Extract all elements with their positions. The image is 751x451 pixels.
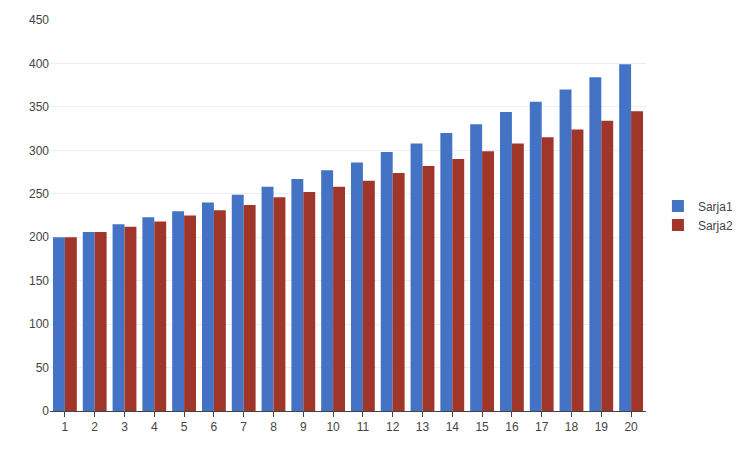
svg-text:12: 12 bbox=[386, 420, 400, 434]
svg-text:16: 16 bbox=[505, 420, 519, 434]
svg-text:400: 400 bbox=[29, 57, 49, 71]
svg-text:15: 15 bbox=[475, 420, 489, 434]
svg-text:18: 18 bbox=[565, 420, 579, 434]
svg-text:6: 6 bbox=[211, 420, 218, 434]
svg-text:20: 20 bbox=[624, 420, 638, 434]
svg-text:350: 350 bbox=[29, 100, 49, 114]
svg-text:0: 0 bbox=[42, 404, 49, 418]
svg-text:100: 100 bbox=[29, 317, 49, 331]
svg-text:2: 2 bbox=[91, 420, 98, 434]
svg-text:1: 1 bbox=[62, 420, 69, 434]
svg-text:200: 200 bbox=[29, 230, 49, 244]
svg-text:11: 11 bbox=[357, 420, 370, 434]
svg-text:5: 5 bbox=[181, 420, 188, 434]
svg-text:450: 450 bbox=[29, 13, 49, 27]
svg-text:8: 8 bbox=[270, 420, 277, 434]
svg-text:7: 7 bbox=[240, 420, 247, 434]
svg-text:19: 19 bbox=[595, 420, 609, 434]
svg-text:13: 13 bbox=[416, 420, 430, 434]
svg-text:Sarja2: Sarja2 bbox=[698, 219, 733, 233]
svg-text:150: 150 bbox=[29, 274, 49, 288]
svg-text:50: 50 bbox=[36, 361, 50, 375]
svg-text:14: 14 bbox=[446, 420, 460, 434]
svg-text:17: 17 bbox=[535, 420, 549, 434]
svg-text:Sarja1: Sarja1 bbox=[698, 200, 733, 214]
svg-text:3: 3 bbox=[121, 420, 128, 434]
svg-text:9: 9 bbox=[300, 420, 307, 434]
svg-text:10: 10 bbox=[326, 420, 340, 434]
svg-text:250: 250 bbox=[29, 187, 49, 201]
svg-text:4: 4 bbox=[151, 420, 158, 434]
svg-text:300: 300 bbox=[29, 144, 49, 158]
